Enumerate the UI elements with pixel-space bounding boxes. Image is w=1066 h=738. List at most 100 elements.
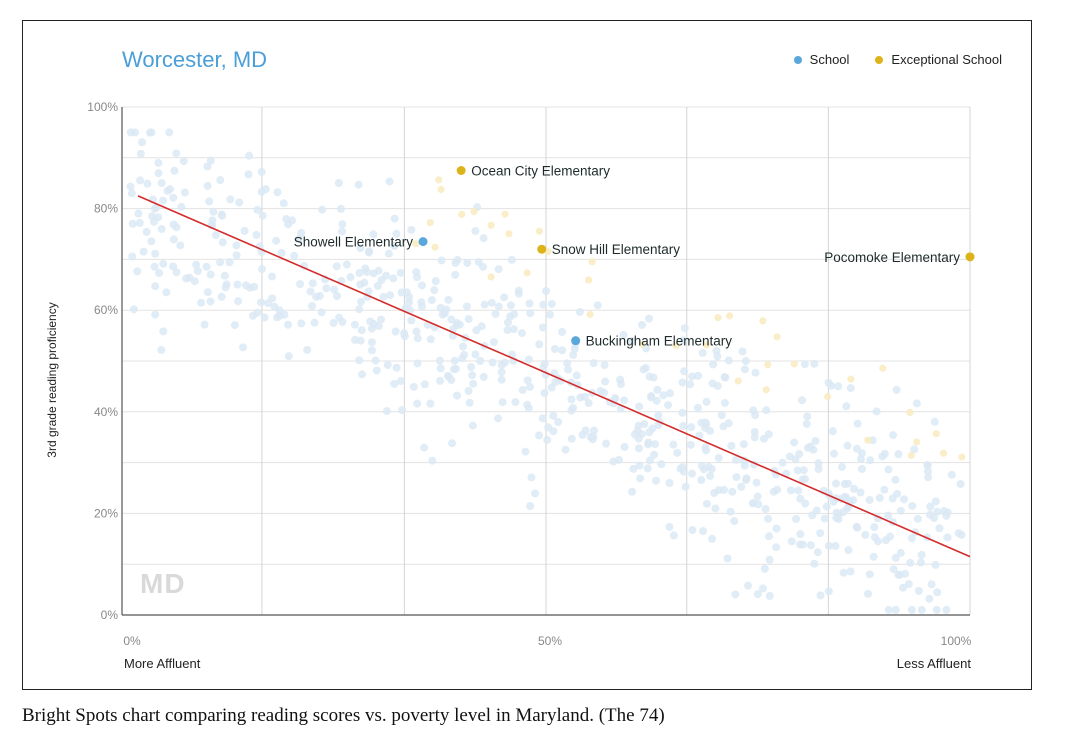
- background-school-point: [206, 156, 215, 165]
- chart-legend: School Exceptional School: [793, 52, 1002, 67]
- background-school-point: [413, 273, 422, 282]
- background-school-point: [203, 288, 212, 297]
- background-school-point: [150, 262, 159, 271]
- background-school-point: [814, 459, 823, 468]
- background-school-point: [467, 363, 476, 372]
- background-school-point: [686, 380, 695, 389]
- background-school-point: [273, 188, 282, 197]
- background-school-point: [540, 359, 549, 368]
- background-school-point: [158, 196, 167, 205]
- background-school-point: [310, 318, 319, 327]
- background-school-point: [317, 308, 326, 317]
- background-school-point: [307, 302, 316, 311]
- background-school-point: [413, 359, 422, 368]
- background-school-point: [526, 501, 535, 510]
- background-school-point: [731, 590, 740, 599]
- background-school-point: [699, 527, 708, 536]
- background-school-point: [143, 179, 152, 188]
- background-school-point: [367, 324, 376, 333]
- background-school-point: [634, 434, 643, 443]
- background-school-point: [479, 372, 488, 381]
- background-school-point: [558, 346, 567, 355]
- background-exceptional-point: [939, 449, 948, 457]
- background-school-point: [923, 467, 932, 476]
- background-school-point: [761, 505, 770, 514]
- background-school-point: [267, 272, 276, 281]
- background-school-point: [798, 396, 807, 405]
- background-exceptional-point: [638, 340, 647, 348]
- background-school-point: [128, 219, 137, 228]
- background-school-point: [277, 248, 286, 257]
- background-school-point: [155, 269, 164, 278]
- background-school-point: [460, 350, 469, 359]
- background-school-point: [679, 467, 688, 476]
- x-tick-label: 100%: [941, 634, 972, 648]
- background-school-point: [373, 281, 382, 290]
- background-school-point: [600, 388, 609, 397]
- background-school-point: [232, 251, 241, 260]
- background-school-point: [865, 495, 874, 504]
- background-school-point: [453, 391, 462, 400]
- background-school-point: [318, 205, 327, 214]
- background-school-point: [665, 522, 674, 531]
- background-exceptional-point: [773, 333, 781, 341]
- background-exceptional-point: [412, 239, 420, 248]
- background-school-point: [790, 438, 799, 447]
- background-school-point: [230, 321, 239, 330]
- background-school-point: [257, 187, 266, 196]
- background-school-point: [480, 300, 489, 309]
- background-school-point: [135, 218, 144, 227]
- background-school-point: [308, 279, 317, 288]
- background-school-point: [801, 475, 810, 484]
- background-school-point: [730, 517, 739, 526]
- background-school-point: [203, 162, 212, 171]
- background-school-point: [906, 558, 915, 567]
- background-exceptional-point: [584, 276, 593, 284]
- background-exceptional-point: [913, 438, 921, 446]
- background-school-point: [462, 302, 471, 311]
- background-school-point: [287, 216, 296, 225]
- background-school-point: [856, 455, 865, 464]
- background-school-point: [129, 305, 138, 314]
- background-school-point: [732, 455, 741, 464]
- background-school-point: [253, 205, 262, 214]
- background-school-point: [157, 179, 166, 188]
- background-school-point: [589, 359, 598, 368]
- background-school-point: [891, 605, 900, 614]
- chart-title: Worcester, MD: [122, 47, 268, 72]
- background-school-point: [497, 368, 506, 377]
- background-exceptional-point: [544, 248, 552, 256]
- background-school-point: [546, 310, 555, 319]
- background-school-point: [447, 376, 456, 385]
- background-school-point: [358, 370, 367, 379]
- background-school-point: [133, 267, 142, 276]
- background-school-point: [451, 270, 460, 279]
- background-school-point: [806, 541, 815, 550]
- background-school-point: [711, 504, 720, 513]
- background-school-point: [888, 494, 897, 503]
- background-school-point: [385, 177, 394, 186]
- background-school-point: [765, 555, 774, 564]
- background-school-point: [206, 270, 215, 279]
- background-school-point: [901, 569, 910, 578]
- background-school-point: [765, 532, 774, 541]
- background-school-point: [900, 495, 909, 504]
- background-school-point: [765, 591, 774, 600]
- background-school-point: [170, 166, 179, 175]
- background-school-point: [760, 564, 769, 573]
- background-school-point: [203, 181, 212, 190]
- background-exceptional-point: [864, 436, 872, 444]
- background-school-point: [650, 450, 659, 459]
- background-school-point: [738, 347, 747, 356]
- background-school-point: [430, 286, 439, 295]
- legend-school-label: School: [809, 52, 850, 67]
- y-tick-label: 20%: [94, 506, 118, 520]
- background-school-point: [334, 178, 343, 187]
- background-exceptional-point: [505, 230, 513, 238]
- background-school-point: [824, 541, 833, 550]
- background-school-point: [218, 211, 227, 220]
- background-school-point: [923, 461, 932, 470]
- background-school-point: [932, 605, 941, 614]
- background-school-point: [417, 298, 426, 307]
- background-school-point: [778, 458, 787, 467]
